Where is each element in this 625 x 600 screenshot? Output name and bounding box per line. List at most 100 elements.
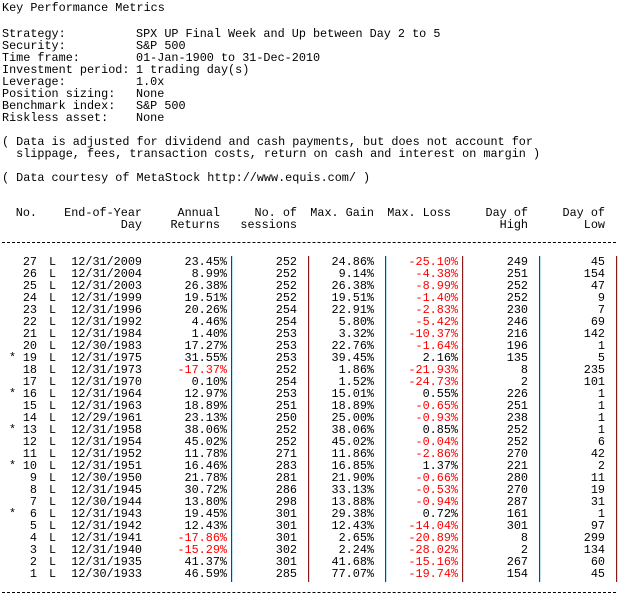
max-loss: 0.72% <box>422 507 458 521</box>
position-type: L <box>49 279 57 293</box>
day-of-high: 252 <box>506 291 528 305</box>
marker: * <box>9 387 17 401</box>
sessions: 254 <box>275 315 297 329</box>
max-gain: 1.86% <box>338 363 374 377</box>
column-separator <box>308 256 309 582</box>
max-loss: -24.73% <box>408 375 458 389</box>
row-number: 16 <box>22 387 37 401</box>
row-number: 6 <box>29 507 37 521</box>
position-type: L <box>49 339 57 353</box>
position-type: L <box>49 327 57 341</box>
max-loss: -0.93% <box>415 411 458 425</box>
max-gain: 16.85% <box>331 459 374 473</box>
max-gain: 22.76% <box>331 339 374 353</box>
row-number: 1 <box>29 567 37 581</box>
day-of-low: 42 <box>590 447 605 461</box>
position-type: L <box>49 531 57 545</box>
end-of-year-day: 12/31/1999 <box>71 291 142 305</box>
setting-value: 1 trading day(s) <box>136 63 250 77</box>
annual-return: 45.02% <box>184 435 227 449</box>
end-of-year-day: 12/31/2003 <box>71 279 142 293</box>
day-of-low: 1 <box>597 399 605 413</box>
position-type: L <box>49 423 57 437</box>
max-gain: 3.32% <box>338 327 374 341</box>
annual-return: 23.45% <box>184 255 227 269</box>
day-of-low: 5 <box>597 351 605 365</box>
day-of-low: 235 <box>583 363 605 377</box>
max-gain: 33.13% <box>331 483 374 497</box>
annual-return: 31.55% <box>184 351 227 365</box>
day-of-low: 101 <box>583 375 605 389</box>
day-of-high: 287 <box>506 495 528 509</box>
position-type: L <box>49 543 57 557</box>
max-loss: -21.93% <box>408 363 458 377</box>
column-separator-highlight <box>232 256 233 582</box>
row-number: 4 <box>29 531 37 545</box>
annual-return: 20.26% <box>184 303 227 317</box>
max-loss: -0.94% <box>415 495 458 509</box>
max-gain: 29.38% <box>331 507 374 521</box>
row-number: 23 <box>22 303 37 317</box>
sessions: 283 <box>275 459 297 473</box>
annual-return: 19.45% <box>184 507 227 521</box>
max-loss: 0.85% <box>422 423 458 437</box>
row-number: 13 <box>22 423 37 437</box>
annual-return: 26.38% <box>184 279 227 293</box>
day-of-low: 60 <box>590 555 605 569</box>
row-number: 11 <box>22 447 37 461</box>
setting-value: None <box>136 111 165 125</box>
page-title: Key Performance Metrics <box>2 1 165 15</box>
row-number: 7 <box>29 495 37 509</box>
day-of-low: 47 <box>590 279 605 293</box>
annual-return: 13.80% <box>184 495 227 509</box>
footer-divider <box>2 592 616 593</box>
sessions: 271 <box>275 447 297 461</box>
day-of-low: 2 <box>597 459 605 473</box>
annual-return: 12.43% <box>184 519 227 533</box>
end-of-year-day: 12/31/1996 <box>71 303 142 317</box>
end-of-year-day: 12/31/1975 <box>71 351 142 365</box>
day-of-high: 252 <box>506 435 528 449</box>
day-of-high: 252 <box>506 279 528 293</box>
day-of-low: 154 <box>583 267 605 281</box>
header-max-gain: Max. Gain <box>310 206 374 220</box>
position-type: L <box>49 255 57 269</box>
setting-value: SPX UP Final Week and Up between Day 2 t… <box>136 27 441 41</box>
max-gain: 2.65% <box>338 531 374 545</box>
row-number: 27 <box>22 255 37 269</box>
row-number: 22 <box>22 315 37 329</box>
day-of-high: 280 <box>506 471 528 485</box>
position-type: L <box>49 387 57 401</box>
day-of-low: 11 <box>590 471 605 485</box>
end-of-year-day: 12/31/1945 <box>71 483 142 497</box>
day-of-low: 1 <box>597 423 605 437</box>
annual-return: 0.10% <box>191 375 227 389</box>
header-end-of-year-day: End-of-Year <box>64 206 142 220</box>
setting-value: 01-Jan-1900 to 31-Dec-2010 <box>136 51 321 65</box>
end-of-year-day: 12/31/1942 <box>71 519 142 533</box>
setting-value: 1.0x <box>136 75 165 89</box>
sessions: 252 <box>275 363 297 377</box>
day-of-low: 31 <box>590 495 605 509</box>
annual-return: -15.29% <box>177 543 227 557</box>
day-of-low: 142 <box>583 327 605 341</box>
annual-return: -17.37% <box>177 363 227 377</box>
position-type: L <box>49 351 57 365</box>
row-number: 3 <box>29 543 37 557</box>
end-of-year-day: 12/31/1943 <box>71 507 142 521</box>
end-of-year-day: 12/31/1941 <box>71 531 142 545</box>
day-of-high: 2 <box>520 375 528 389</box>
end-of-year-day: 12/31/1940 <box>71 543 142 557</box>
column-separator-highlight <box>386 256 387 582</box>
max-loss: -0.65% <box>415 399 458 413</box>
max-loss: 0.55% <box>422 387 458 401</box>
row-number: 25 <box>22 279 37 293</box>
day-of-high: 230 <box>506 303 528 317</box>
row-number: 26 <box>22 267 37 281</box>
position-type: L <box>49 399 57 413</box>
day-of-low: 9 <box>597 291 605 305</box>
header-day-of-low: Day of <box>562 206 605 220</box>
marker: * <box>9 423 17 437</box>
column-separator <box>231 256 232 582</box>
sessions: 285 <box>275 567 297 581</box>
